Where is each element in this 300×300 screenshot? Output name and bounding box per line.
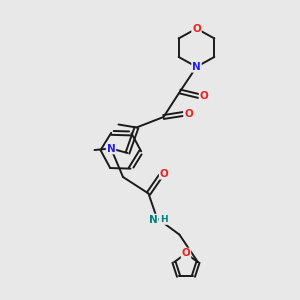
Text: H: H	[160, 215, 167, 224]
Text: N: N	[149, 214, 158, 225]
Text: O: O	[192, 24, 201, 34]
Text: O: O	[182, 248, 190, 259]
Text: N: N	[106, 143, 116, 154]
Text: O: O	[160, 169, 169, 179]
Text: O: O	[184, 109, 193, 119]
Text: N: N	[192, 62, 201, 72]
Text: O: O	[200, 91, 208, 101]
